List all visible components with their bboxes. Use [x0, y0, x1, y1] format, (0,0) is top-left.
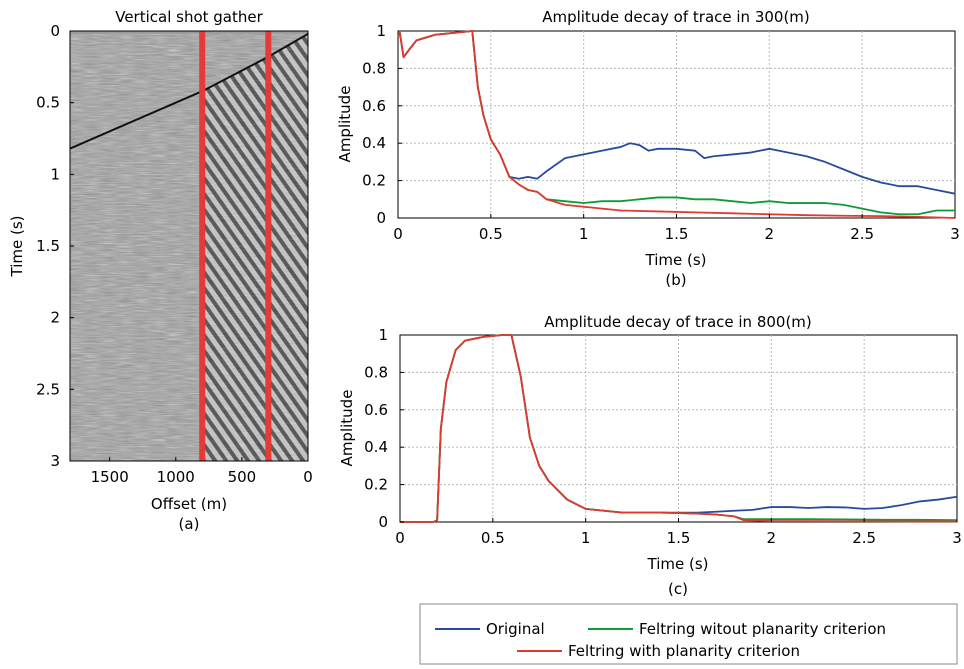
decay-800m-x-tick-label: 2 — [767, 529, 777, 547]
first-break-line — [70, 33, 308, 150]
legend-original-label: Original — [486, 620, 545, 638]
decay-300m-series-with-planarity — [397, 30, 956, 219]
gather-y-tick-label: 0 — [50, 22, 60, 40]
gather-x-tick-label: 500 — [228, 468, 257, 486]
gather-y-tick-label: 1.5 — [36, 237, 60, 255]
decay-300m-x-label: Time (s) — [645, 251, 707, 269]
decay-800m-x-tick-label: 1.5 — [667, 529, 691, 547]
shot-gather-panel: Vertical shot gather 1500 1000 500 0 0 0.5 1 1.… — [8, 8, 313, 533]
legend-no-planarity-label: Feltring witout planarity criterion — [639, 620, 886, 638]
decay-300m-series — [397, 30, 956, 219]
decay-800m-y-tick-label: 0.2 — [364, 476, 388, 494]
gather-dipping-events — [202, 33, 308, 461]
gather-y-label: Time (s) — [8, 216, 26, 278]
gather-x-label: Offset (m) — [151, 495, 227, 513]
decay-300m-x-tick-label: 3 — [950, 225, 960, 243]
decay-300m-grid — [398, 31, 955, 218]
decay-300m-x-tick-label: 1.5 — [665, 225, 689, 243]
decay-800m-x-tick-label: 0.5 — [481, 529, 505, 547]
decay-300m-y-tick-label: 1 — [376, 22, 386, 40]
legend: Original Feltring witout planarity crite… — [419, 603, 958, 665]
gather-x-tick-label: 1500 — [91, 468, 129, 486]
decay-300m-y-tick-label: 0.4 — [362, 134, 386, 152]
decay-800m-y-tick-label: 0 — [378, 513, 388, 531]
decay-300m-y-tick-label: 0 — [376, 209, 386, 227]
gather-y-tick-label: 0.5 — [36, 94, 60, 112]
gather-axis-ticks: 1500 1000 500 0 0 0.5 1 1.5 2 2.5 3 — [36, 22, 313, 486]
decay-800m-y-tick-label: 0.4 — [364, 438, 388, 456]
decay-800m-x-tick-label: 0 — [395, 529, 405, 547]
shot-gather-title: Vertical shot gather — [115, 8, 263, 26]
decay-300m-x-tick-label: 1 — [579, 225, 589, 243]
decay-800m-panel: Amplitude decay of trace in 800(m) 0 0.5 1… — [338, 313, 962, 598]
decay-300m-x-tick-label: 2.5 — [850, 225, 874, 243]
gather-y-tick-label: 1 — [50, 165, 60, 183]
decay-300m-ticks: 0 0.5 1 1.5 2 2.5 3 0 0.2 0.4 0.6 0.8 1 — [362, 22, 960, 243]
decay-800m-series-with-planarity — [400, 334, 957, 523]
decay-800m-x-tick-label: 2.5 — [852, 529, 876, 547]
decay-800m-y-tick-label: 0.6 — [364, 401, 388, 419]
legend-with-planarity-label: Feltring with planarity criterion — [568, 642, 800, 660]
gather-y-tick-label: 3 — [50, 452, 60, 470]
decay-800m-x-tick-label: 1 — [581, 529, 591, 547]
decay-300m-y-label: Amplitude — [336, 86, 354, 163]
decay-300m-caption: (b) — [665, 271, 686, 289]
decay-800m-series — [400, 334, 958, 523]
gather-caption: (a) — [179, 515, 200, 533]
decay-300m-x-tick-label: 0.5 — [479, 225, 503, 243]
decay-800m-x-label: Time (s) — [647, 555, 709, 573]
decay-800m-grid — [400, 335, 957, 522]
decay-800m-x-tick-label: 3 — [952, 529, 962, 547]
gather-x-tick-label: 1000 — [157, 468, 195, 486]
decay-800m-y-tick-label: 0.8 — [364, 363, 388, 381]
decay-300m-x-tick-label: 0 — [393, 225, 403, 243]
gather-y-tick-label: 2 — [50, 309, 60, 327]
legend-box — [419, 603, 958, 665]
gather-y-tick-label: 2.5 — [36, 380, 60, 398]
decay-300m-y-tick-label: 0.2 — [362, 172, 386, 190]
decay-800m-title: Amplitude decay of trace in 800(m) — [544, 313, 812, 331]
decay-300m-y-tick-label: 0.6 — [362, 97, 386, 115]
gather-x-tick-label: 0 — [303, 468, 313, 486]
decay-800m-y-label: Amplitude — [338, 390, 356, 467]
decay-300m-panel: Amplitude decay of trace in 300(m) 0 0.5 1… — [336, 8, 960, 289]
decay-300m-x-tick-label: 2 — [765, 225, 775, 243]
decay-800m-ticks: 0 0.5 1 1.5 2 2.5 3 0 0.2 0.4 0.6 0.8 1 — [364, 326, 962, 547]
decay-300m-title: Amplitude decay of trace in 300(m) — [542, 8, 810, 26]
decay-800m-caption: (c) — [668, 580, 688, 598]
decay-800m-y-tick-label: 1 — [378, 326, 388, 344]
decay-300m-y-tick-label: 0.8 — [362, 59, 386, 77]
